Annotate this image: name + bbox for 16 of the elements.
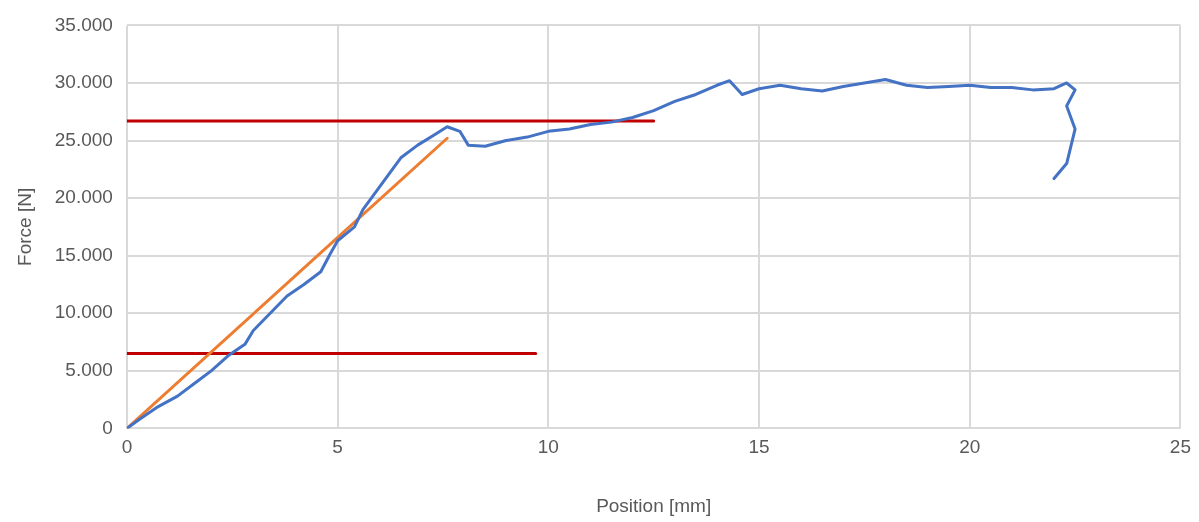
y-tick-label: 15.000 [54,243,113,265]
x-tick-label: 10 [537,436,559,458]
x-tick-label: 0 [121,436,133,458]
y-tick-label: 30.000 [54,71,113,93]
y-tick-label: 5.000 [65,359,113,381]
x-tick-label: 20 [959,436,981,458]
x-tick-label: 5 [332,436,343,458]
y-tick-label: 10.000 [54,301,113,323]
y-tick-label: 35.000 [54,13,113,35]
y-tick-label: 25.000 [54,128,113,150]
y-axis-title: Force [N] [13,187,35,266]
y-tick-label: 0 [102,416,113,438]
y-tick-label: 20.000 [54,186,113,208]
x-tick-label: 15 [748,436,770,458]
x-axis-title: Position [mm] [596,494,712,516]
x-tick-label: 25 [1169,436,1191,458]
